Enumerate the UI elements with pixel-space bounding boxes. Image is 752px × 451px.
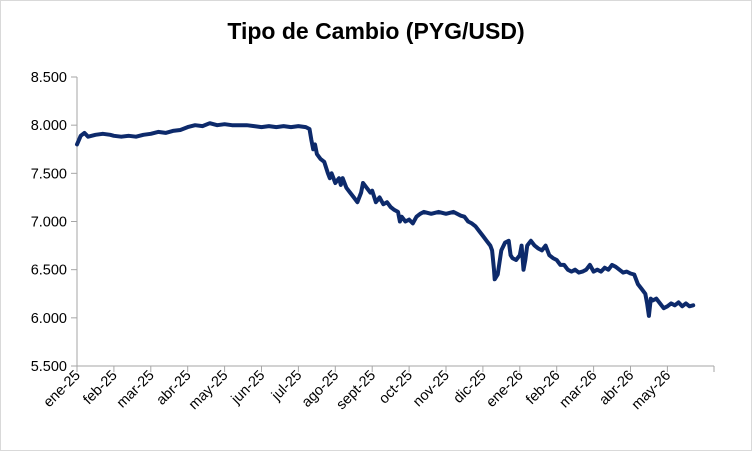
x-tick-label: ene-26 [483,368,526,411]
y-tick-label: 6.500 [31,263,67,279]
series-group [75,121,696,318]
x-tick-label: sept-25 [334,368,380,414]
x-tick-label: may-26 [629,368,675,414]
x-tick-label: mar-26 [557,368,601,412]
x-tick-label: may-25 [186,368,232,414]
y-axis: 5.500 6.000 6.500 7.000 7.500 8.000 8.500 [31,70,78,375]
x-tick-label: nov-25 [410,368,453,411]
chart-title: Tipo de Cambio (PYG/USD) [227,18,525,44]
x-tick-label: jun-25 [228,368,269,409]
y-tick-label: 8.000 [31,118,67,134]
y-tick-label: 5.500 [31,359,67,375]
y-tick-label: 8.500 [31,70,67,86]
y-tick-label: 6.000 [31,311,67,327]
y-tick-label: 7.500 [31,166,67,182]
y-tick-label: 7.000 [31,215,67,231]
x-tick-label: mar-25 [114,368,158,412]
series-line [75,121,696,318]
x-tick-label: oct-25 [376,368,416,408]
